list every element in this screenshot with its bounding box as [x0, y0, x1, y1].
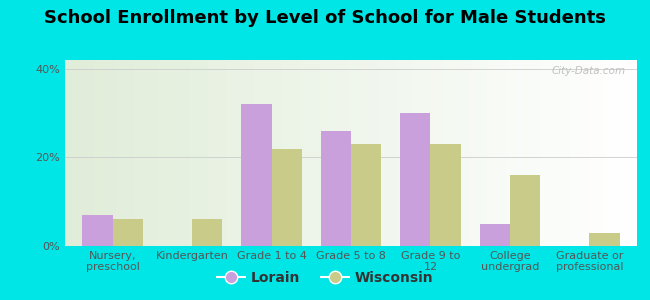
Text: School Enrollment by Level of School for Male Students: School Enrollment by Level of School for…: [44, 9, 606, 27]
Bar: [590, 233, 619, 246]
Text: City-Data.com: City-Data.com: [551, 66, 625, 76]
Bar: [510, 175, 540, 246]
Bar: [480, 224, 510, 246]
Bar: [400, 113, 430, 246]
Bar: [272, 148, 302, 246]
Bar: [351, 144, 381, 246]
Bar: [241, 104, 272, 246]
Legend: Lorain, Wisconsin: Lorain, Wisconsin: [212, 265, 438, 290]
Bar: [192, 219, 222, 246]
Bar: [321, 131, 351, 246]
Bar: [430, 144, 461, 246]
Bar: [112, 219, 143, 246]
Bar: [83, 215, 112, 246]
